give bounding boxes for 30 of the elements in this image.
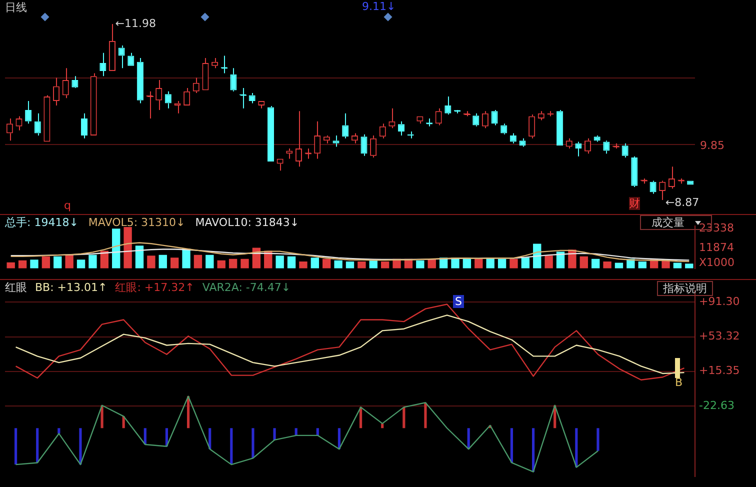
annotation: : 31843↓ xyxy=(248,216,300,229)
text: 9.85 xyxy=(700,139,724,152)
y-tick-label: -22.63 xyxy=(699,398,734,412)
annotation: : +17.32↑ xyxy=(137,281,194,294)
annotation: S xyxy=(453,295,464,308)
text: VAR2A xyxy=(202,281,239,294)
text: BB xyxy=(35,281,50,294)
text: 9.11↓ xyxy=(362,0,396,13)
help-button: 指标说明 xyxy=(657,281,713,296)
annotation: ←8.87 xyxy=(665,196,700,209)
series-label: MAVOL5 xyxy=(88,216,134,229)
annotation: : 31310↓ xyxy=(134,216,186,229)
annotation: : +13.01↑ xyxy=(50,281,108,294)
annotation: 财 xyxy=(629,197,640,210)
annotation: ←11.98 xyxy=(115,16,156,30)
series-label: MAVOL10 xyxy=(195,216,248,229)
text: 红眼 xyxy=(115,281,138,294)
annotation: B xyxy=(675,376,683,389)
chart-title: 日线 xyxy=(5,1,27,14)
y-tick-label: +53.32 xyxy=(699,330,740,343)
annotation: 指标说明 xyxy=(663,282,707,295)
y-tick-label: +15.35 xyxy=(699,364,740,378)
annotation: 成交量 xyxy=(652,216,684,229)
y-tick-label: 11874 xyxy=(699,240,734,254)
annotation: 总手: 19418↓ xyxy=(5,216,78,229)
chart-title: 红眼 xyxy=(5,281,27,294)
annotation: q xyxy=(64,199,71,212)
annotation: : -74.47↓ xyxy=(238,281,291,294)
y-tick-label: +91.30 xyxy=(699,295,740,308)
y-axis-title: X1000 xyxy=(699,256,735,269)
